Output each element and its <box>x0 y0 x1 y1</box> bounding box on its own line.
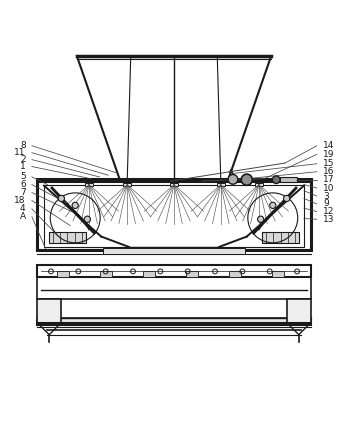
Text: 6: 6 <box>20 180 26 189</box>
Bar <box>37 266 311 278</box>
Text: 5: 5 <box>20 172 26 182</box>
Circle shape <box>241 174 252 185</box>
Text: 16: 16 <box>323 167 334 176</box>
Bar <box>186 270 198 277</box>
Text: A: A <box>19 212 26 221</box>
Bar <box>37 318 311 325</box>
Bar <box>37 299 61 322</box>
Text: 4: 4 <box>20 204 26 213</box>
Circle shape <box>272 176 280 183</box>
Bar <box>85 183 93 186</box>
Text: 11: 11 <box>14 148 26 157</box>
Text: 12: 12 <box>323 207 334 216</box>
Bar <box>217 183 225 186</box>
Text: 1: 1 <box>20 162 26 171</box>
Bar <box>229 270 241 277</box>
Circle shape <box>284 195 290 202</box>
Text: 19: 19 <box>323 150 334 159</box>
Bar <box>272 270 284 277</box>
Bar <box>255 183 263 186</box>
Bar <box>262 232 299 243</box>
Bar <box>123 183 131 186</box>
Bar <box>170 183 178 186</box>
Circle shape <box>270 202 276 209</box>
Text: 10: 10 <box>323 183 334 193</box>
Bar <box>280 177 297 182</box>
Text: 17: 17 <box>323 175 334 184</box>
Text: 3: 3 <box>323 191 329 201</box>
Bar <box>287 299 311 322</box>
Text: 9: 9 <box>323 199 329 209</box>
Circle shape <box>228 174 238 184</box>
Bar <box>37 182 311 250</box>
Text: 18: 18 <box>14 196 26 205</box>
Circle shape <box>258 216 264 222</box>
Circle shape <box>84 216 90 222</box>
Text: 2: 2 <box>20 155 26 164</box>
Text: 14: 14 <box>323 141 334 150</box>
Bar <box>57 270 69 277</box>
Bar <box>37 278 311 299</box>
Bar <box>49 232 86 243</box>
Bar <box>103 248 245 254</box>
Text: 8: 8 <box>20 141 26 150</box>
Text: 15: 15 <box>323 159 334 168</box>
Bar <box>143 270 155 277</box>
Text: 7: 7 <box>20 188 26 197</box>
Circle shape <box>58 195 64 202</box>
Bar <box>44 185 304 247</box>
Bar <box>100 270 112 277</box>
Circle shape <box>72 202 78 209</box>
Text: 13: 13 <box>323 215 334 224</box>
